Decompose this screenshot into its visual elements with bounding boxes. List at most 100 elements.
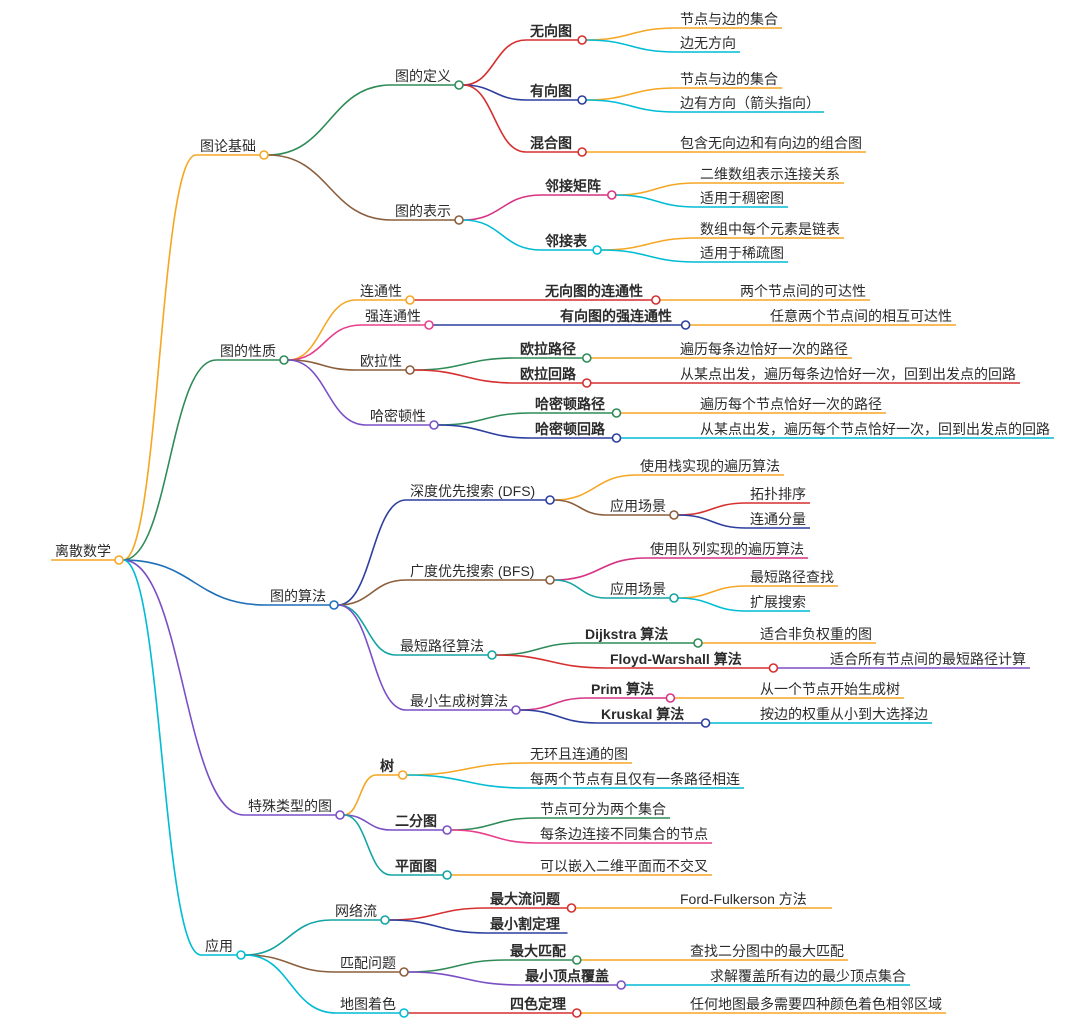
- node-label: 边无方向: [680, 35, 736, 51]
- edge: [554, 558, 646, 580]
- node-label: Floyd-Warshall 算法: [610, 651, 742, 667]
- edge: [338, 500, 406, 605]
- node-label: 匹配问题: [340, 955, 396, 971]
- node-label: 网络流: [335, 903, 377, 919]
- node-label: 两个节点间的可达性: [740, 283, 866, 299]
- mindmap-canvas: 离散数学图论基础图的定义无向图节点与边的集合边无方向有向图节点与边的集合边有方向…: [0, 0, 1088, 1034]
- node-label: 邻接矩阵: [545, 178, 601, 194]
- node-label: 最小生成树算法: [410, 693, 508, 709]
- node-handle: [443, 871, 451, 879]
- node-label: 连通性: [360, 283, 402, 299]
- edge: [438, 425, 531, 438]
- node-label: 最小顶点覆盖: [525, 968, 609, 984]
- edge: [678, 598, 746, 611]
- node-handle: [613, 409, 621, 417]
- edge: [496, 655, 606, 668]
- node-handle: [573, 956, 581, 964]
- node-label: 树: [380, 758, 394, 774]
- node-label: 任何地图最多需要四种颜色着色相邻区域: [690, 996, 942, 1012]
- node-label: Dijkstra 算法: [585, 626, 668, 642]
- node-label: 欧拉回路: [520, 366, 577, 382]
- node-handle: [573, 1009, 581, 1017]
- node-label: 无向图的连通性: [544, 283, 643, 299]
- edge: [438, 413, 531, 425]
- node-label: 二分图: [395, 813, 437, 829]
- node-handle: [400, 968, 408, 976]
- node-label: 任意两个节点间的相互可达性: [770, 308, 952, 324]
- node-label: 每两个节点有且仅有一条路径相连: [530, 771, 740, 787]
- node-label: 应用: [205, 938, 233, 954]
- edge: [451, 818, 536, 830]
- node-handle: [406, 296, 414, 304]
- node-handle: [381, 916, 389, 924]
- node-label: 拓扑排序: [750, 486, 806, 502]
- node-handle: [400, 1009, 408, 1017]
- edge: [389, 908, 486, 920]
- edge: [245, 920, 331, 955]
- node-handle: [670, 594, 678, 602]
- edge: [407, 775, 526, 788]
- node-label: 适用于稀疏图: [700, 245, 784, 261]
- node-handle: [769, 664, 777, 672]
- node-label: 有向图: [530, 83, 572, 99]
- node-label: 边有方向（箭头指向）: [680, 95, 820, 111]
- edge: [288, 300, 356, 360]
- node-label: 邻接表: [545, 233, 588, 249]
- edge: [678, 586, 746, 598]
- nodes-layer: 离散数学图论基础图的定义无向图节点与边的集合边无方向有向图节点与边的集合边有方向…: [51, 11, 1054, 1017]
- node-handle: [455, 216, 463, 224]
- edge: [601, 238, 696, 250]
- edge: [586, 88, 676, 100]
- node-label: Prim 算法: [591, 681, 654, 697]
- edge: [586, 100, 676, 112]
- node-label: 广度优先搜索 (BFS): [410, 563, 534, 579]
- edge: [554, 580, 606, 598]
- node-handle: [443, 826, 451, 834]
- node-handle: [237, 951, 245, 959]
- edge: [408, 960, 506, 972]
- node-label: 深度优先搜索 (DFS): [410, 483, 535, 499]
- node-label: 强连通性: [365, 308, 421, 324]
- node-label: 特殊类型的图: [248, 798, 332, 814]
- node-label: 从某点出发，遍历每条边恰好一次，回到出发点的回路: [680, 366, 1016, 382]
- edge: [678, 503, 746, 515]
- edge: [586, 40, 676, 52]
- edge: [554, 500, 606, 515]
- node-label: 离散数学: [55, 543, 111, 559]
- node-label: 无向图: [529, 23, 572, 39]
- edge: [414, 358, 516, 370]
- node-label: 适用于稠密图: [700, 190, 784, 206]
- node-label: 遍历每条边恰好一次的路径: [680, 341, 848, 357]
- node-label: 欧拉路径: [520, 341, 576, 357]
- edge: [344, 775, 376, 815]
- node-label: 每条边连接不同集合的节点: [540, 826, 708, 842]
- node-handle: [694, 639, 702, 647]
- node-label: 最短路径算法: [400, 638, 484, 654]
- node-label: 图的表示: [395, 203, 451, 219]
- node-label: 应用场景: [610, 581, 666, 597]
- node-label: 有向图的强连通性: [560, 308, 672, 324]
- edge: [616, 195, 696, 207]
- node-handle: [280, 356, 288, 364]
- edge: [414, 370, 516, 383]
- node-label: 适合非负权重的图: [760, 626, 872, 642]
- edge: [123, 560, 201, 955]
- node-handle: [670, 511, 678, 519]
- node-handle: [613, 434, 621, 442]
- node-handle: [578, 36, 586, 44]
- node-label: 四色定理: [510, 996, 566, 1012]
- node-handle: [406, 366, 414, 374]
- edge: [463, 40, 526, 85]
- node-label: 混合图: [530, 135, 572, 151]
- node-handle: [546, 496, 554, 504]
- node-label: 哈密顿路径: [535, 396, 605, 412]
- edge: [123, 360, 216, 560]
- edge: [389, 920, 486, 933]
- node-handle: [568, 904, 576, 912]
- node-label: 欧拉性: [360, 353, 402, 369]
- node-label: 图论基础: [200, 138, 256, 154]
- node-label: 求解覆盖所有边的最少顶点集合: [710, 968, 906, 984]
- node-label: Kruskal 算法: [601, 706, 684, 722]
- node-label: 最小割定理: [490, 916, 560, 932]
- node-label: 应用场景: [610, 498, 666, 514]
